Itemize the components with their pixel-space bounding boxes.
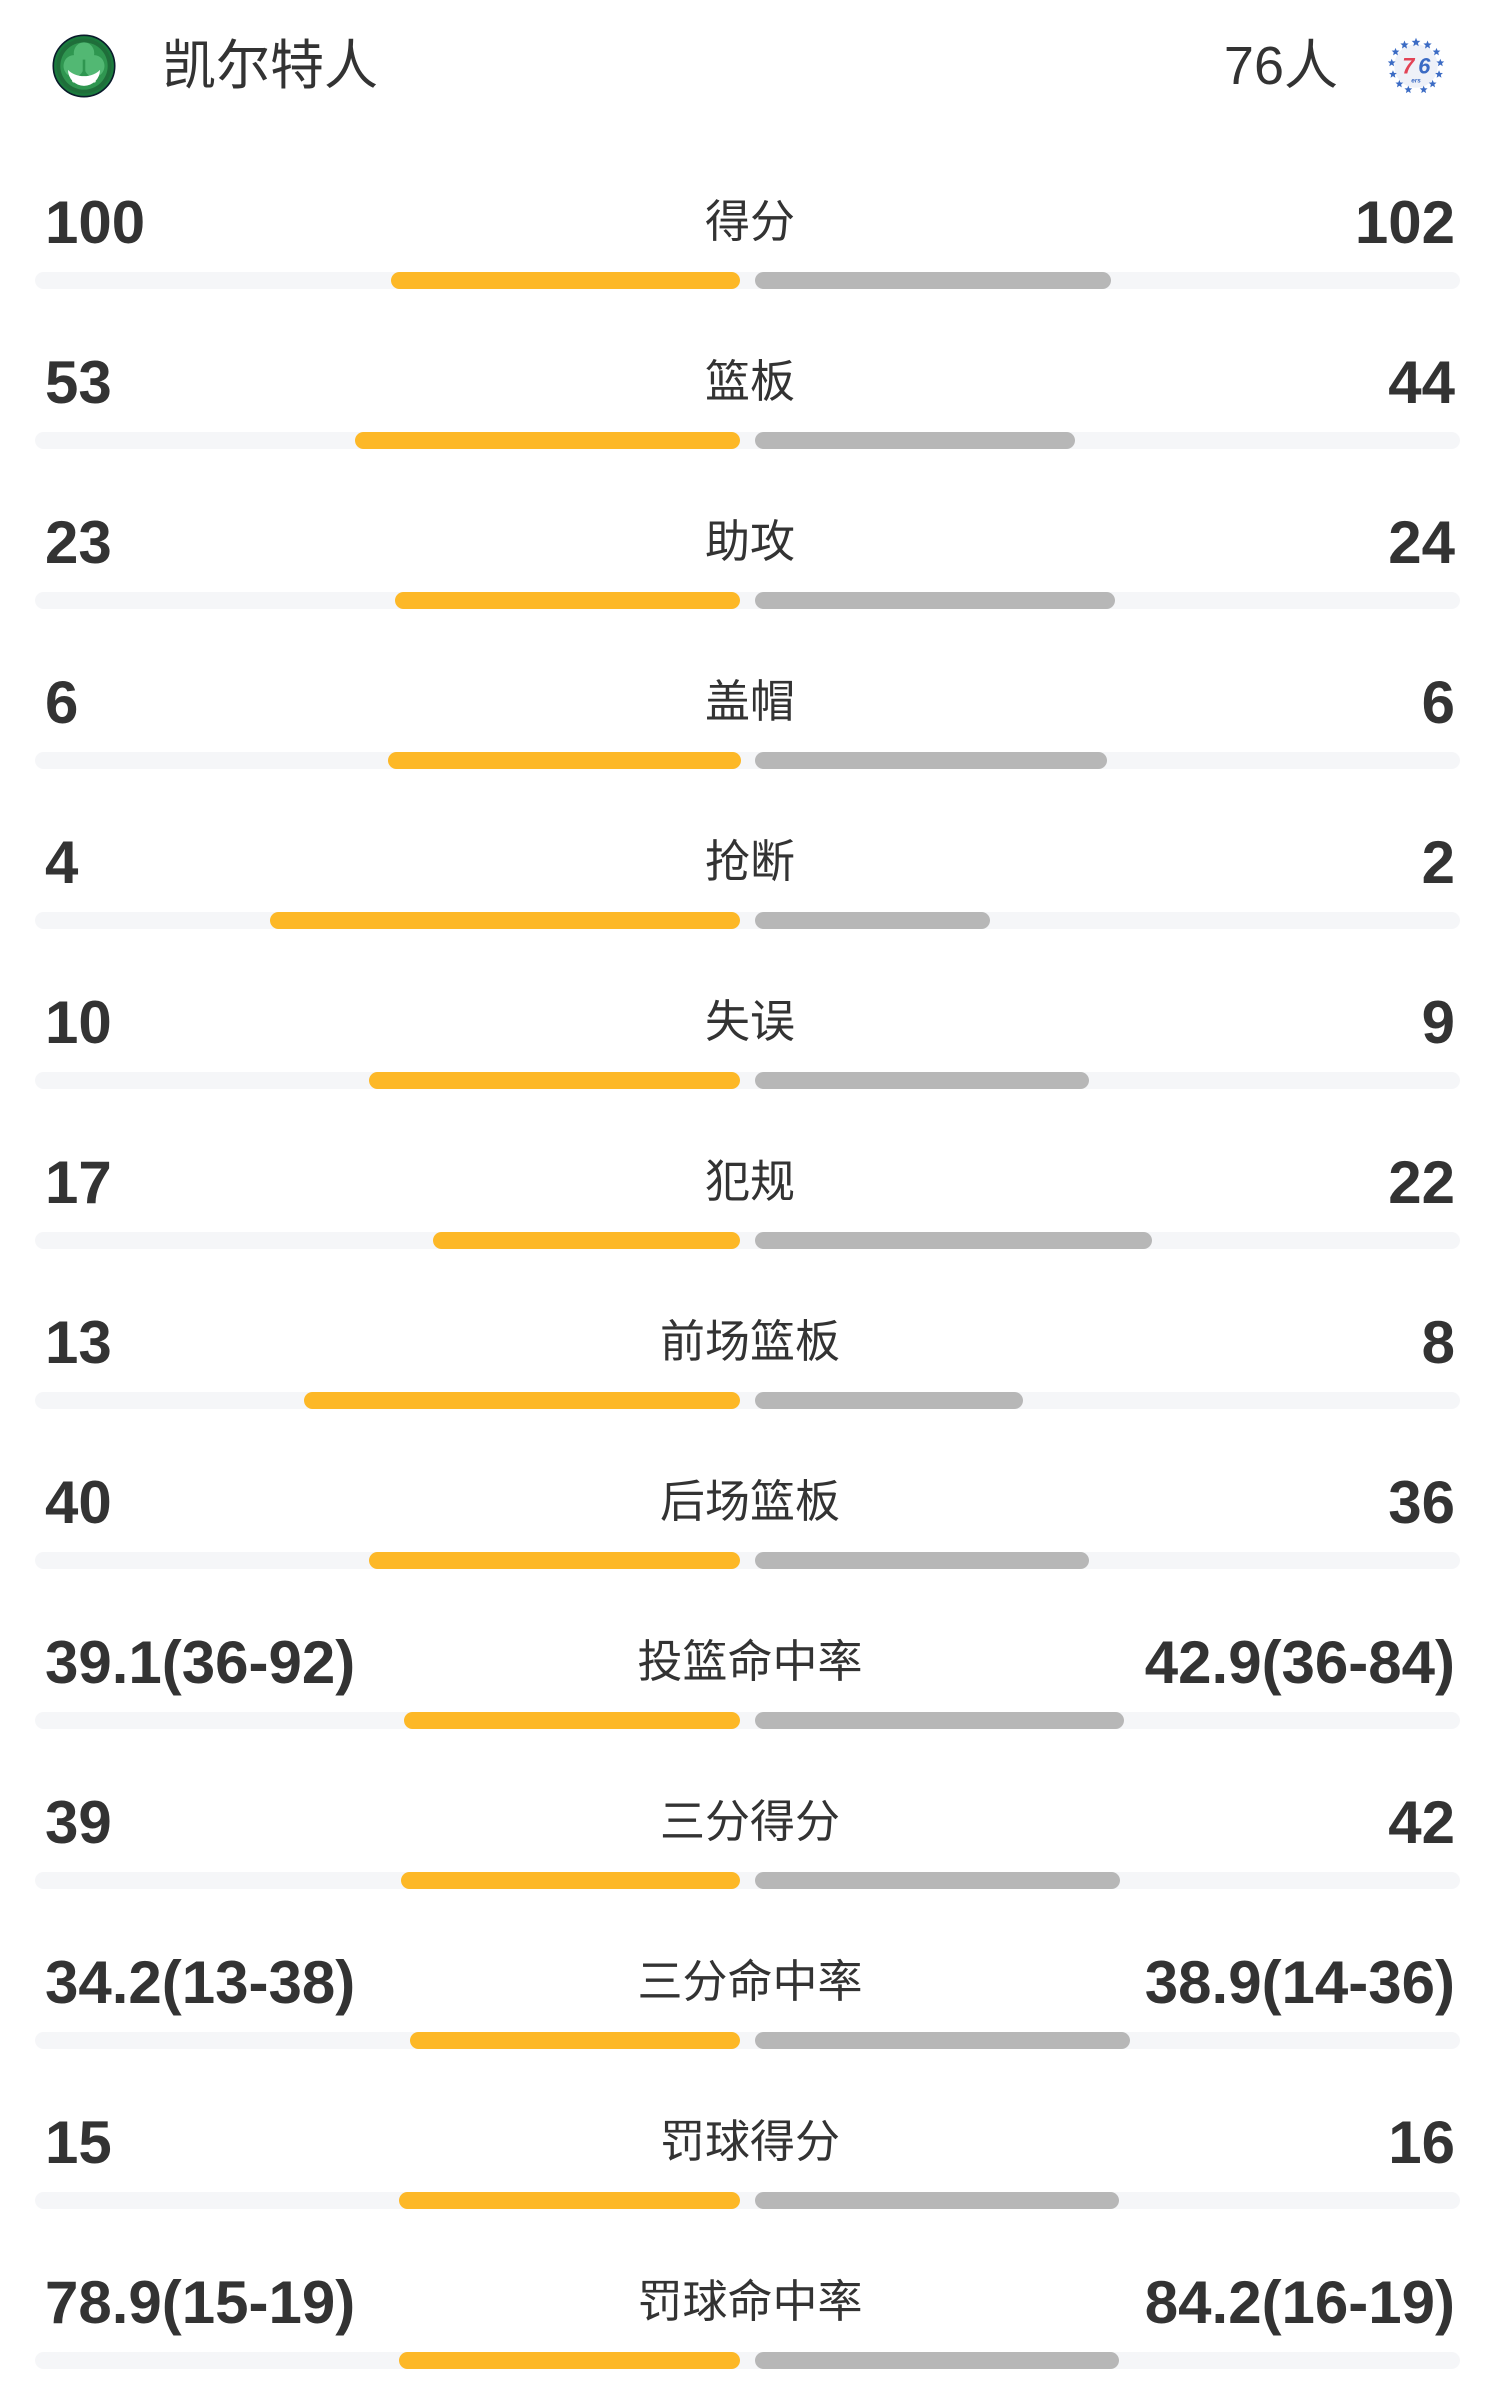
svg-text:7: 7 — [1402, 54, 1415, 79]
svg-text:6: 6 — [1418, 54, 1431, 79]
svg-text:ers: ers — [1411, 78, 1421, 85]
svg-text:CELTICS: CELTICS — [72, 79, 96, 85]
